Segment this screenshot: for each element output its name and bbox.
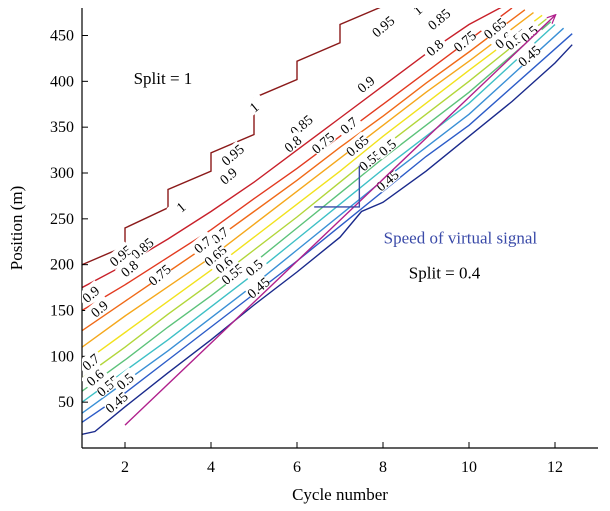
contour-label: 0.95: [370, 14, 398, 41]
y-tick-label: 200: [50, 257, 74, 274]
contour-label-background: [166, 193, 194, 220]
contour-label-background: [200, 241, 229, 268]
contour-label-background: [424, 8, 452, 32]
contour-labels: 1110.950.950.950.90.90.90.90.850.850.850…: [82, 3, 544, 417]
x-tick-label: 6: [293, 459, 301, 476]
y-tick-label: 300: [50, 165, 74, 182]
contour-label-background: [145, 260, 173, 288]
contour-label-background: [450, 27, 478, 54]
contour-label-background: [514, 19, 543, 46]
contour-line-0-65: [82, 21, 552, 392]
contour-label-background: [514, 41, 543, 68]
contour-line-0-45: [82, 44, 573, 435]
contour-label-background: [368, 12, 397, 39]
contour-label-background: [213, 161, 242, 189]
contour-label: 1: [411, 3, 426, 19]
contour-label-background: [188, 230, 216, 257]
contour-label-background: [342, 131, 371, 158]
contour-label-background: [278, 129, 306, 156]
y-ticks: 50 100 150 200 250 300 350 400 450: [50, 28, 88, 411]
contour-label-background: [84, 294, 113, 321]
contour-label-background: [82, 363, 108, 390]
contour-line-0-55: [82, 27, 565, 414]
axes: 2 4 6 8 10 12 50 100 150 200 250 300 350 400 450 Cycl…: [7, 8, 598, 504]
virtual-signal-arrow: [124, 15, 555, 426]
contour-label-background: [239, 253, 268, 280]
contour-line-1: [82, 8, 381, 266]
contour-label-background: [110, 367, 139, 394]
contour-line-0-9: [82, 8, 513, 312]
x-tick-label: 12: [547, 459, 563, 476]
contour-label: 0.85: [426, 7, 454, 34]
contour-label-background: [308, 128, 336, 156]
contour-label-background: [420, 33, 448, 60]
annotations: Split = 1 Split = 0.4 Speed of virtual s…: [134, 69, 538, 282]
split-1-annotation: Split = 1: [134, 69, 193, 88]
contour-line-0-8: [82, 12, 534, 348]
speed-bracket: [314, 165, 361, 208]
contour-label: 0.75: [451, 29, 479, 56]
x-ticks: 2 4 6 8 10 12: [121, 442, 563, 476]
x-tick-label: 2: [121, 459, 129, 476]
contour-label-background: [209, 250, 237, 277]
y-tick-label: 350: [50, 119, 74, 136]
contour-label-background: [489, 26, 517, 53]
contour-label-background: [372, 166, 401, 193]
contour-label-background: [351, 70, 379, 97]
contour-label-background: [372, 133, 401, 160]
x-tick-label: 10: [461, 459, 477, 476]
x-axis-label: Cycle number: [292, 485, 388, 504]
contour-label-background: [218, 259, 246, 287]
speed-of-virtual-signal-annotation: Speed of virtual signal: [384, 229, 538, 248]
y-axis-label: Position (m): [7, 186, 26, 271]
contour-label-background: [127, 234, 156, 261]
y-tick-label: 250: [50, 211, 74, 228]
x-tick-label: 8: [379, 459, 387, 476]
plot-area: [82, 8, 573, 435]
y-tick-label: 50: [58, 394, 74, 411]
contour-label-background: [82, 347, 104, 375]
contour-label-background: [106, 241, 134, 268]
y-tick-label: 150: [50, 303, 74, 320]
x-tick-label: 4: [207, 459, 215, 476]
y-tick-label: 400: [50, 73, 74, 90]
contour-line-0-7: [82, 18, 547, 379]
contour-label-background: [93, 371, 121, 398]
contour-label-background: [243, 273, 272, 300]
contour-label-background: [286, 111, 315, 138]
contour-label: 0.75: [310, 130, 338, 157]
contour-label-background: [403, 8, 431, 23]
contour-label-background: [239, 93, 268, 120]
contour-label-background: [218, 140, 246, 167]
split-0-4-annotation: Split = 0.4: [409, 263, 481, 282]
y-tick-label: 100: [50, 348, 74, 365]
contour-line-0-75: [82, 14, 543, 365]
contour-label-background: [102, 388, 130, 415]
y-tick-label: 450: [50, 28, 74, 45]
contour-label-background: [480, 14, 508, 41]
contour-label-background: [334, 111, 362, 138]
contour-label-background: [114, 254, 143, 281]
contour-label-background: [82, 280, 104, 307]
